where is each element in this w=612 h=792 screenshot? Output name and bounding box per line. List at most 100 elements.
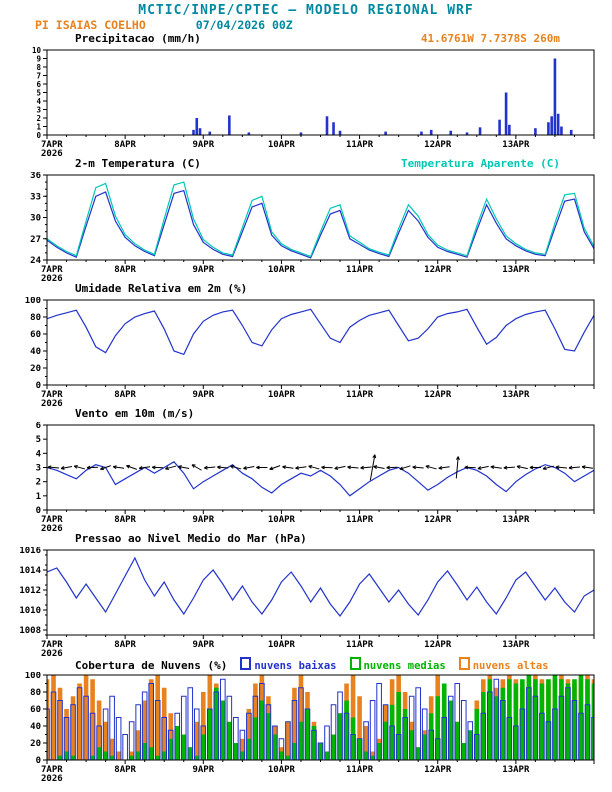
svg-text:1010: 1010 xyxy=(19,606,41,616)
wind-title-row: Vento em 10m (m/s) xyxy=(0,407,612,422)
svg-text:2026: 2026 xyxy=(41,524,63,532)
svg-text:8APR: 8APR xyxy=(114,140,136,150)
svg-text:2: 2 xyxy=(36,114,41,123)
legend-mid-clouds-label: nuvens medias xyxy=(363,660,446,672)
svg-text:3: 3 xyxy=(36,106,41,115)
svg-text:13APR: 13APR xyxy=(502,765,530,775)
svg-text:100: 100 xyxy=(25,672,41,681)
svg-text:12APR: 12APR xyxy=(424,515,452,525)
precipitation-title-row: Precipitacao (mm/h) 41.6761W 7.7378S 260… xyxy=(0,32,612,47)
svg-text:10APR: 10APR xyxy=(268,640,296,650)
panel-wind: Vento em 10m (m/s) 7APR 8APR 9APR 10APR 11AP… xyxy=(0,407,612,532)
svg-text:1016: 1016 xyxy=(19,547,41,556)
svg-text:1: 1 xyxy=(36,492,41,502)
svg-text:5: 5 xyxy=(36,435,41,445)
svg-text:2026: 2026 xyxy=(41,149,63,157)
panel-cloud-cover: Cobertura de Nuvens (%) nuvens baixas nu… xyxy=(0,657,612,782)
temperature-title-row: 2-m Temperatura (C) Temperatura Aparente… xyxy=(0,157,612,172)
svg-text:4: 4 xyxy=(36,449,42,459)
svg-text:8APR: 8APR xyxy=(114,390,136,400)
svg-text:2: 2 xyxy=(36,478,41,488)
svg-text:80: 80 xyxy=(30,313,41,323)
legend-low-clouds-label: nuvens baixas xyxy=(254,660,337,672)
svg-text:12APR: 12APR xyxy=(424,640,452,650)
svg-text:8APR: 8APR xyxy=(114,765,136,775)
svg-text:7APR: 7APR xyxy=(41,140,63,150)
svg-text:5: 5 xyxy=(36,89,41,98)
svg-text:27: 27 xyxy=(30,235,41,245)
svg-text:13APR: 13APR xyxy=(502,390,530,400)
svg-text:0: 0 xyxy=(36,131,41,140)
svg-text:7APR: 7APR xyxy=(41,640,63,650)
svg-text:10APR: 10APR xyxy=(268,765,296,775)
page-title: MCTIC/INPE/CPTEC — MODELO REGIONAL WRF xyxy=(138,3,474,18)
svg-text:7: 7 xyxy=(36,72,41,81)
svg-text:20: 20 xyxy=(30,364,41,374)
svg-text:13APR: 13APR xyxy=(502,515,530,525)
svg-text:11APR: 11APR xyxy=(346,515,374,525)
panel-title-pressure: Pressao ao Nivel Medio do Mar (hPa) xyxy=(75,532,307,545)
svg-text:11APR: 11APR xyxy=(346,265,374,275)
panel-humidity: Umidade Relativa em 2m (%) 7APR 8APR 9APR 1… xyxy=(0,282,612,407)
svg-text:11APR: 11APR xyxy=(346,765,374,775)
svg-text:10APR: 10APR xyxy=(268,515,296,525)
svg-text:9APR: 9APR xyxy=(192,390,214,400)
svg-text:30: 30 xyxy=(30,214,41,224)
svg-text:13APR: 13APR xyxy=(502,140,530,150)
svg-text:0: 0 xyxy=(36,756,41,766)
svg-text:40: 40 xyxy=(30,722,41,732)
svg-text:8APR: 8APR xyxy=(114,515,136,525)
svg-text:100: 100 xyxy=(25,297,41,306)
svg-text:7APR: 7APR xyxy=(41,515,63,525)
svg-text:2026: 2026 xyxy=(41,274,63,282)
pressure-title-row: Pressao ao Nivel Medio do Mar (hPa) xyxy=(0,532,612,547)
run-datetime: 07/04/2026 00Z xyxy=(195,18,293,32)
panel-title-precipitation: Precipitacao (mm/h) xyxy=(75,32,201,45)
svg-text:0: 0 xyxy=(36,506,41,516)
panel-title-wind: Vento em 10m (m/s) xyxy=(75,407,195,420)
svg-text:0: 0 xyxy=(36,381,41,391)
svg-text:2026: 2026 xyxy=(41,399,63,407)
svg-text:1012: 1012 xyxy=(19,586,41,596)
svg-text:8APR: 8APR xyxy=(114,265,136,275)
legend-mid-clouds: nuvens medias xyxy=(349,657,446,672)
svg-text:6: 6 xyxy=(36,80,41,89)
header: MCTIC/INPE/CPTEC — MODELO REGIONAL WRF P… xyxy=(0,0,612,32)
svg-text:7APR: 7APR xyxy=(41,265,63,275)
cloud-cover-title-row: Cobertura de Nuvens (%) nuvens baixas nu… xyxy=(0,657,612,672)
panel-precipitation: Precipitacao (mm/h) 41.6761W 7.7378S 260… xyxy=(0,32,612,157)
svg-text:10APR: 10APR xyxy=(268,140,296,150)
svg-text:1014: 1014 xyxy=(19,566,41,576)
panel-title-cloud-cover: Cobertura de Nuvens (%) xyxy=(75,659,228,672)
svg-text:9APR: 9APR xyxy=(192,515,214,525)
svg-text:9APR: 9APR xyxy=(192,765,214,775)
svg-text:3: 3 xyxy=(36,464,41,474)
legend-high-clouds-label: nuvens altas xyxy=(472,660,549,672)
mid-clouds-swatch-icon xyxy=(349,657,361,670)
legend-high-clouds: nuvens altas xyxy=(458,657,549,672)
station-name: PI ISAIAS COELHO xyxy=(35,18,146,32)
header-subtitle: PI ISAIAS COELHO 07/04/2026 00Z xyxy=(0,18,612,32)
svg-text:8: 8 xyxy=(36,63,41,72)
panel-temperature: 2-m Temperatura (C) Temperatura Aparente… xyxy=(0,157,612,282)
svg-text:4: 4 xyxy=(36,97,41,106)
high-clouds-swatch-icon xyxy=(458,657,470,670)
svg-text:8APR: 8APR xyxy=(114,640,136,650)
svg-text:10: 10 xyxy=(32,47,42,55)
svg-text:11APR: 11APR xyxy=(346,640,374,650)
svg-text:2026: 2026 xyxy=(41,649,63,657)
svg-text:1008: 1008 xyxy=(19,626,41,636)
svg-text:7APR: 7APR xyxy=(41,390,63,400)
apparent-temperature-label: Temperatura Aparente (C) xyxy=(401,157,560,170)
svg-text:9APR: 9APR xyxy=(192,140,214,150)
svg-text:11APR: 11APR xyxy=(346,390,374,400)
svg-text:12APR: 12APR xyxy=(424,390,452,400)
pressure-chart: 7APR 8APR 9APR 10APR 11APR 12APR 13APR 2026 1008… xyxy=(19,547,595,657)
svg-text:40: 40 xyxy=(30,347,41,357)
svg-text:12APR: 12APR xyxy=(424,140,452,150)
svg-text:10APR: 10APR xyxy=(268,390,296,400)
svg-text:7APR: 7APR xyxy=(41,765,63,775)
